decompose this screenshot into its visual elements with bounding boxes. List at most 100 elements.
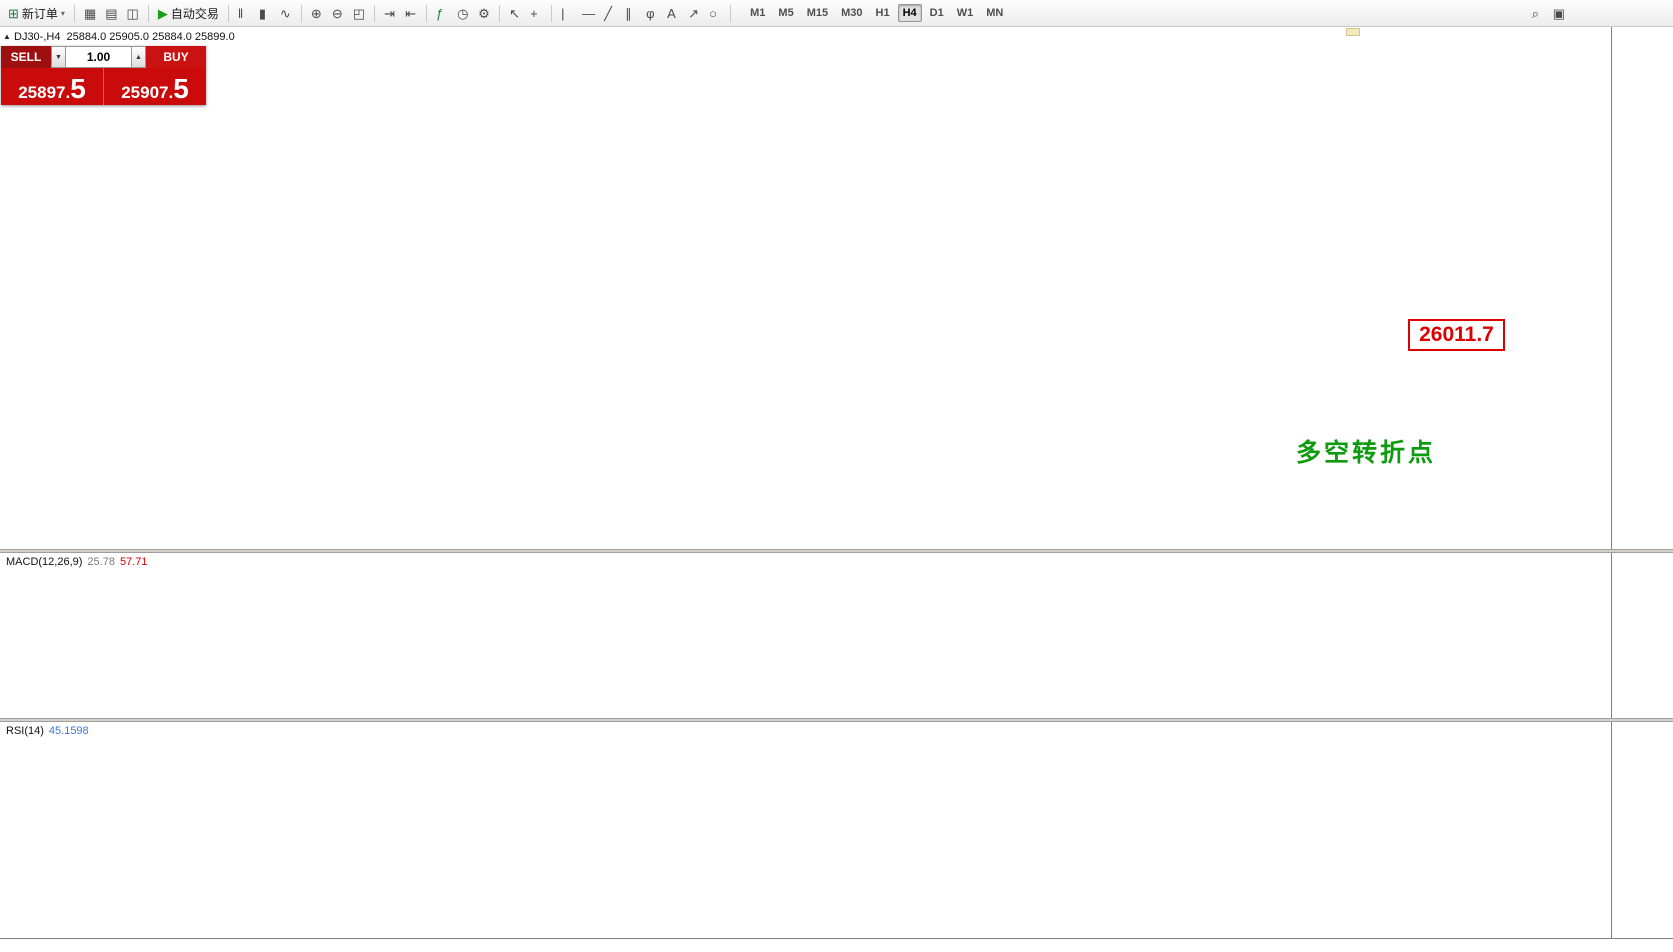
indicators-icon[interactable]: ƒ [432, 3, 452, 24]
one-click-collapse-arrow[interactable]: ▲ [3, 32, 11, 41]
sell-price-base: 25897. [18, 83, 71, 102]
window-layout-icon: ▣ [1552, 5, 1565, 21]
toolbar: ⊞ 新订单 ▾ ▦ ▤ ◫ ▶ 自动交易 ‖ ▮ ∿ ⊕ ⊖ ◰ ⇥ ⇤ ƒ ◷ ⚙ ↖ + | — ╱ ∥ φ A ↗ ○ M1 M5 M1… [0, 0, 1673, 27]
toolbar-separator [227, 4, 229, 22]
rsi-panel[interactable] [0, 722, 1611, 938]
zoom-in-icon[interactable]: ⊕ [307, 3, 327, 24]
auto-trading-button-label: 自动交易 [170, 6, 219, 21]
tile-windows-icon[interactable]: ◰ [349, 3, 369, 24]
candlestick-chart-icon-glyph: ▮ [258, 5, 266, 21]
tile-windows-icon-glyph: ◰ [352, 5, 366, 21]
order-group: ⊞ 新订单 ▾ [4, 3, 69, 24]
data-window-icon[interactable]: ▤ [101, 3, 121, 24]
text-icon[interactable]: A [663, 3, 683, 24]
text-icon-glyph: A [667, 5, 676, 21]
dropdown-caret-icon: ▾ [60, 8, 65, 18]
symbol-ohlc: 25884.0 25905.0 25884.0 25899.0 [66, 31, 235, 43]
line-chart-icon-glyph: ∿ [279, 5, 291, 21]
volume-down-button[interactable]: ▼ [51, 46, 66, 68]
navigator-icon-glyph: ◫ [126, 5, 139, 21]
toolbar-separator [73, 4, 75, 22]
chart-shift-icon[interactable]: ⇤ [401, 3, 421, 24]
cursor-group: ↖ + [505, 3, 546, 24]
one-click-trade-panel: SELL ▼ 1.00 ▲ BUY 25897. 5 25907. 5 [1, 46, 206, 105]
bar-chart-icon-glyph: ‖ [237, 5, 244, 21]
templates-icon[interactable]: ⚙ [474, 3, 494, 24]
cursor-icon[interactable]: ↖ [505, 3, 525, 24]
sell-price-big-digit: 5 [70, 73, 86, 105]
price-axis[interactable] [1611, 27, 1673, 938]
fibonacci-icon-glyph: φ [646, 5, 655, 21]
volume-input[interactable]: 1.00 [66, 46, 131, 68]
volume-up-button[interactable]: ▲ [131, 46, 146, 68]
zoom-in-icon-glyph: ⊕ [310, 5, 322, 21]
new-order-button[interactable]: ⊞ 新订单 ▾ [4, 3, 69, 24]
trade-buttons-row: SELL ▼ 1.00 ▲ BUY [1, 46, 206, 68]
periods-icon[interactable]: ◷ [453, 3, 473, 24]
scroll-group: ⇥ ⇤ [380, 3, 421, 24]
timeframe-button-m30[interactable]: M30 [841, 7, 863, 19]
vertical-line-icon[interactable]: | [557, 3, 577, 24]
crosshair-icon[interactable]: + [526, 3, 546, 24]
toolbar-separator [300, 4, 302, 22]
horizontal-line-icon-glyph: — [582, 5, 596, 21]
timeframe-button-mn[interactable]: MN [986, 7, 1004, 19]
horizontal-line-icon[interactable]: — [578, 3, 599, 24]
search-button[interactable]: ⌕ [1528, 3, 1548, 24]
channel-icon[interactable]: ∥ [621, 3, 641, 24]
zoom-out-icon[interactable]: ⊖ [328, 3, 348, 24]
chart-shift-icon-glyph: ⇤ [405, 5, 417, 21]
vertical-line-icon-glyph: | [561, 5, 565, 21]
search-icon: ⌕ [1531, 5, 1539, 21]
cursor-icon-glyph: ↖ [509, 5, 521, 21]
timeframe-button-w1[interactable]: W1 [956, 7, 974, 19]
timeframe-button-m5[interactable]: M5 [778, 7, 794, 19]
channel-icon-glyph: ∥ [625, 5, 632, 21]
panel-separator[interactable] [0, 549, 1673, 553]
time-axis[interactable] [0, 938, 1673, 952]
chart-shift-marker[interactable] [1346, 28, 1360, 36]
new-order-glyph: ⊞ [8, 5, 19, 21]
view-group: ▦ ▤ ◫ [80, 3, 143, 24]
price-callout-label[interactable]: 26011.7 [1408, 319, 1505, 351]
timeframe-button-m1[interactable]: M1 [750, 7, 766, 19]
indicators-icon-glyph: ƒ [436, 5, 444, 21]
main-chart-panel[interactable] [0, 27, 1611, 549]
charts-grid-icon-glyph: ▦ [83, 5, 97, 21]
buy-price[interactable]: 25907. 5 [103, 68, 206, 105]
sell-price[interactable]: 25897. 5 [1, 68, 103, 105]
sell-button[interactable]: SELL [1, 46, 51, 68]
auto-scroll-icon[interactable]: ⇥ [380, 3, 400, 24]
arrow-object-icon[interactable]: ↗ [684, 3, 704, 24]
macd-value: 25.78 [87, 556, 115, 568]
timeframe-button-m15[interactable]: M15 [806, 7, 829, 19]
symbol-name: DJ30-,H4 [14, 31, 61, 43]
crosshair-icon-glyph: + [530, 5, 538, 21]
timeframe-button-h4[interactable]: H4 [897, 4, 922, 22]
panel-separator[interactable] [0, 718, 1673, 722]
fibonacci-icon[interactable]: φ [642, 3, 662, 24]
rsi-name: RSI(14) [6, 725, 44, 737]
window-layout-button[interactable]: ▣ [1549, 3, 1569, 24]
shapes-icon-glyph: ○ [709, 5, 717, 21]
objects-group: | — ╱ ∥ φ A ↗ ○ [557, 3, 725, 24]
navigator-icon[interactable]: ◫ [123, 3, 143, 24]
chart-symbol-label: DJ30-,H4 25884.0 25905.0 25884.0 25899.0 [14, 31, 241, 43]
bar-chart-icon[interactable]: ‖ [234, 3, 254, 24]
trade-prices-row: 25897. 5 25907. 5 [1, 68, 206, 105]
templates-icon-glyph: ⚙ [478, 5, 490, 21]
rsi-indicator-label: RSI(14) 45.1598 [6, 725, 89, 737]
buy-price-big-digit: 5 [173, 73, 189, 105]
buy-button[interactable]: BUY [146, 46, 206, 68]
timeframe-button-h1[interactable]: H1 [875, 7, 890, 19]
charts-grid-icon[interactable]: ▦ [80, 3, 100, 24]
trendline-icon[interactable]: ╱ [600, 3, 620, 24]
macd-panel[interactable] [0, 553, 1611, 718]
timeframe-button-d1[interactable]: D1 [929, 7, 944, 19]
line-chart-icon[interactable]: ∿ [276, 3, 296, 24]
shapes-icon[interactable]: ○ [705, 3, 725, 24]
auto-trading-button[interactable]: ▶ 自动交易 [154, 3, 223, 24]
chart-type-group: ‖ ▮ ∿ [234, 3, 296, 24]
candlestick-chart-icon[interactable]: ▮ [255, 3, 275, 24]
